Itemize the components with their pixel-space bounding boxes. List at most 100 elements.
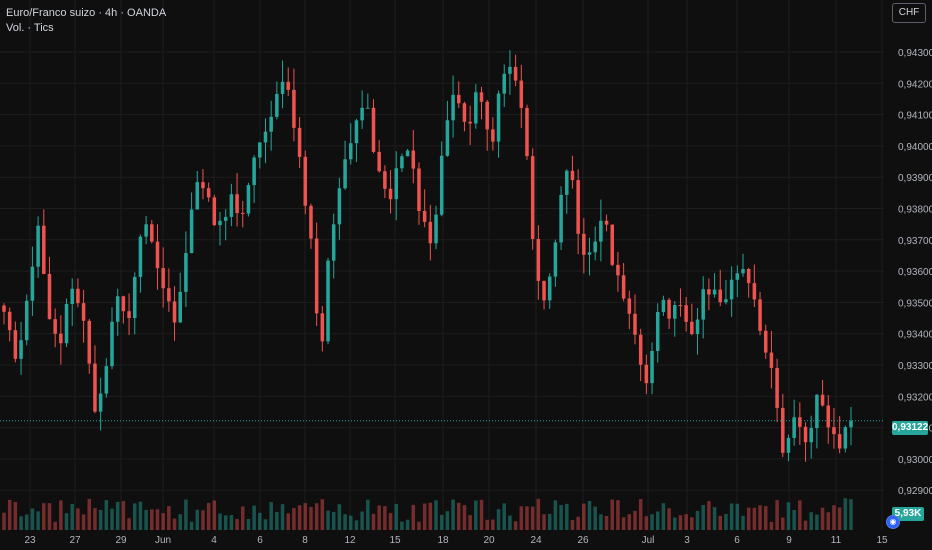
candle-body — [695, 319, 700, 335]
volume-bar — [252, 505, 256, 530]
volume-indicator-label[interactable]: Vol. · Tics — [6, 22, 54, 34]
time-tick-label: 20 — [483, 535, 495, 546]
price-axis[interactable]: 0,94300 0,94200 0,94100 0,94000 0,93900 0,938… — [898, 48, 932, 497]
volume-bar — [513, 521, 518, 530]
candle-body — [439, 155, 444, 215]
time-tick-label: 12 — [344, 535, 356, 546]
volume-bar — [30, 508, 35, 530]
volume-bar — [314, 503, 319, 530]
candle-body — [161, 268, 165, 289]
volume-bar — [184, 499, 188, 530]
volume-bar — [599, 514, 603, 530]
candle-body — [690, 321, 694, 335]
candle-body — [150, 224, 154, 242]
candle-body — [331, 224, 336, 261]
volume-bar — [712, 507, 717, 530]
tradingview-logo-icon[interactable]: ◉ — [886, 515, 900, 529]
price-tick-label: 0,93900 — [898, 173, 932, 184]
volume-bar — [383, 506, 387, 530]
time-tick-label: 24 — [530, 535, 542, 546]
volume-bar — [616, 500, 620, 530]
volume-bar — [661, 503, 666, 530]
time-tick-label: 8 — [302, 535, 308, 546]
symbol-title[interactable]: Euro/Franco suizo · 4h · OANDA — [6, 7, 167, 19]
candle-body — [798, 417, 802, 427]
volume-bar — [519, 506, 524, 530]
volume-bar — [820, 507, 825, 530]
candle-body — [741, 269, 745, 274]
last-price-badge: 0,93122 — [892, 421, 929, 435]
volume-bar — [64, 513, 69, 530]
volume-bar — [417, 521, 421, 530]
candle-body — [610, 224, 615, 265]
candle-body — [661, 299, 666, 313]
candle-body — [547, 276, 552, 301]
candle-body — [457, 94, 461, 104]
volume-bar — [394, 503, 398, 530]
candle-body — [303, 156, 308, 206]
candle-body — [280, 81, 285, 94]
candle-body — [565, 170, 569, 195]
volume-bar — [553, 500, 558, 530]
volume-bars — [2, 498, 853, 530]
volume-bar — [371, 513, 376, 530]
candle-body — [832, 427, 836, 435]
volume-bar — [70, 503, 74, 530]
candle-body — [530, 156, 535, 239]
candle-body — [110, 321, 114, 367]
candle-body — [479, 92, 484, 102]
volume-bar — [263, 519, 268, 530]
candle-body — [178, 291, 182, 323]
time-axis[interactable]: 23 27 29 Jun 4 6 8 12 15 18 20 24 26 Jul 3 6 9 11 15 — [24, 535, 888, 546]
volume-bar — [286, 513, 290, 530]
volume-bar — [508, 515, 512, 530]
volume-bar — [343, 514, 347, 530]
volume-bar — [451, 499, 455, 530]
currency-button[interactable]: CHF — [892, 3, 926, 23]
volume-bar — [695, 510, 700, 530]
price-tick-label: 0,93000 — [898, 455, 932, 466]
volume-bar — [718, 515, 723, 530]
volume-bar — [388, 513, 393, 530]
volume-bar — [735, 503, 740, 530]
candle-body — [184, 253, 188, 292]
volume-bar — [121, 501, 126, 530]
candle-body — [826, 405, 831, 428]
volume-bar — [309, 506, 313, 530]
candle-body — [792, 417, 796, 438]
price-tick-label: 0,94100 — [898, 111, 932, 122]
candle-body — [144, 224, 148, 237]
volume-bar — [87, 498, 92, 530]
candle-body — [348, 143, 353, 160]
volume-bar — [752, 507, 757, 530]
volume-bar — [138, 501, 143, 530]
volume-bar — [502, 503, 507, 530]
candle-body — [19, 340, 23, 359]
volume-bar — [798, 500, 802, 530]
price-tick-label: 0,93600 — [898, 267, 932, 278]
candle-body — [729, 279, 734, 300]
candle-body — [36, 225, 40, 267]
volume-bar — [701, 504, 705, 530]
volume-bar — [206, 502, 211, 530]
volume-bar — [2, 512, 6, 530]
volume-bar — [604, 515, 609, 530]
candle-body — [24, 300, 29, 341]
candle-body — [576, 180, 580, 234]
volume-bar — [53, 521, 57, 530]
price-tick-label: 0,93400 — [898, 330, 932, 341]
volume-bar — [684, 514, 688, 530]
candle-body — [42, 225, 46, 274]
volume-bar — [633, 510, 637, 530]
volume-bar — [292, 508, 296, 530]
candle-body — [508, 66, 512, 74]
volume-bar — [201, 510, 205, 530]
price-tick-label: 0,93800 — [898, 205, 932, 216]
price-tick-label: 0,92900 — [898, 486, 932, 497]
chart-grid — [0, 0, 884, 530]
candle-body — [570, 170, 575, 181]
volume-bar — [167, 506, 171, 530]
volume-bar — [559, 505, 563, 530]
candle-body — [252, 157, 256, 186]
